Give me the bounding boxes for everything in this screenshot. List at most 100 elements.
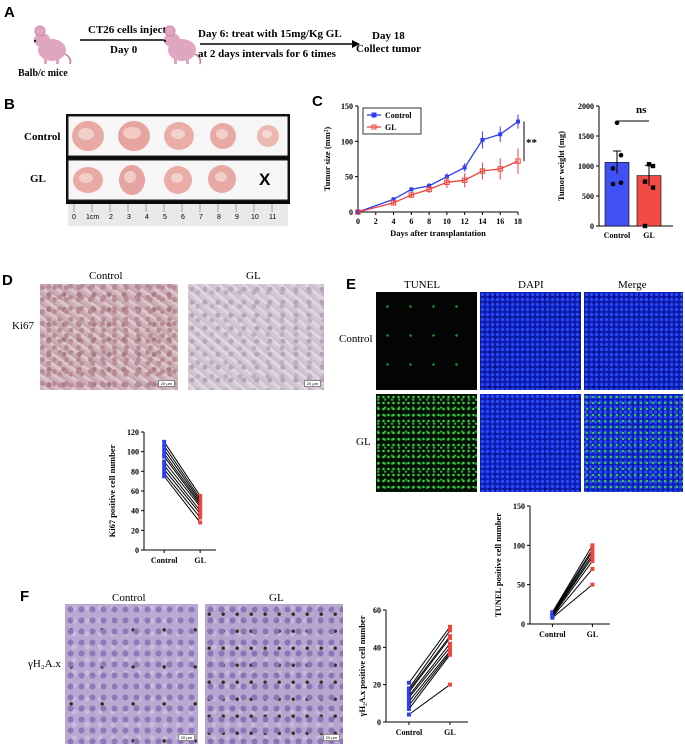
y-tick-label: 150: [513, 502, 525, 511]
y-axis-label: Ki67 positive cell number: [107, 444, 117, 537]
data-point-control: [480, 137, 485, 142]
x-tick-label: Control: [396, 728, 423, 737]
pair-line: [163, 449, 201, 502]
y-tick-label: 50: [517, 581, 525, 590]
y-tick-label: 0: [590, 222, 594, 231]
ki67-row-label: Ki67: [12, 320, 34, 332]
data-point: [610, 166, 616, 171]
data-point-gl: [447, 624, 452, 629]
tunel-col-dapi: DAPI: [518, 279, 544, 291]
ruler-num: 10: [251, 214, 259, 221]
tunel-gl-dapi-image: [480, 394, 581, 492]
y-tick-label: 0: [521, 620, 525, 629]
panel-a-letter: A: [4, 4, 15, 21]
data-point-control: [406, 680, 411, 685]
pair-line: [551, 545, 593, 613]
ruler-num: 9: [235, 214, 239, 221]
data-point-control: [462, 165, 467, 170]
tunel-col-merge: Merge: [618, 279, 647, 291]
ns-label: ns: [636, 104, 647, 116]
step2-top: Day 6: treat with 15mg/Kg GL: [198, 28, 342, 40]
x-tick-label: GL: [444, 728, 456, 737]
y-tick-label: 500: [582, 192, 594, 201]
data-point-control: [162, 471, 167, 476]
y-axis-label: Tumor weight (mg): [556, 131, 566, 201]
pair-line: [551, 556, 593, 616]
data-point-control: [162, 447, 167, 452]
legend-box: [362, 107, 422, 135]
scale-bar: 20 μm: [157, 380, 175, 387]
pair-line: [408, 643, 451, 697]
data-point-control: [162, 463, 167, 468]
tumor-size-chart: 0 50 100 150 0 2 4 6 8 10 12 14 16 18 Days after trans…: [322, 102, 525, 238]
data-point-gl: [355, 209, 361, 215]
ruler-num: 0: [72, 214, 76, 221]
panel-c-letter: C: [312, 93, 323, 110]
mouse-icon-1: [33, 25, 72, 65]
ruler-num: 6: [181, 214, 185, 221]
panel-f-letter: F: [20, 588, 30, 605]
tunel-control-dapi-image: [480, 292, 581, 390]
significance-mark: **: [526, 137, 537, 149]
y-tick-label: 0: [377, 718, 381, 727]
data-point-gl: [408, 192, 415, 198]
x-tick-label: 4: [392, 217, 396, 226]
data-point-gl: [426, 186, 432, 193]
y-tick-label: 100: [341, 137, 353, 146]
gh2ax-col-control: Control: [112, 592, 146, 604]
x-tick-label: GL: [587, 630, 599, 639]
data-point: [650, 185, 656, 190]
data-point-control: [162, 439, 167, 444]
data-point: [614, 120, 620, 126]
data-point-control: [409, 187, 414, 192]
ruler-num: 7: [199, 214, 203, 221]
pair-line: [163, 475, 201, 523]
mouse-label: Balb/c mice: [18, 68, 68, 79]
pair-line: [551, 549, 593, 614]
x-tick-label: 2: [374, 217, 378, 226]
data-point-gl: [390, 200, 397, 206]
ki67-gl-image: 20 μm: [188, 284, 324, 390]
data-point-gl: [447, 636, 452, 640]
panel-e-letter: E: [346, 276, 357, 293]
pair-line: [163, 465, 201, 511]
data-point-control: [162, 474, 167, 479]
y-tick-label: 2000: [578, 102, 594, 111]
tunel-control-merge-image: [584, 292, 683, 390]
pair-line: [408, 650, 451, 702]
tunel-col-tunel: TUNEL: [404, 279, 441, 291]
tumor-row-label-gl: GL: [30, 173, 46, 185]
pair-line: [408, 654, 451, 710]
y-tick-label: 100: [513, 541, 525, 550]
ruler-num: 3: [127, 214, 131, 221]
bar-gl: [636, 175, 662, 227]
tumor-weight-chart: 0 500 1000 1500 2000 Tumor weight (mg) Control…: [556, 102, 673, 240]
data-point: [618, 152, 624, 158]
pair-line: [408, 684, 451, 715]
x-tick-label: 12: [461, 217, 469, 226]
ki67-col-control: Control: [89, 270, 123, 282]
series-line-gl: [357, 160, 519, 213]
step1-top: CT26 cells inject: [88, 24, 167, 36]
data-point: [618, 180, 624, 186]
control-tumors: [72, 121, 279, 151]
pair-line: [551, 554, 593, 615]
x-tick-label: Control: [539, 630, 566, 639]
data-point-gl: [447, 628, 452, 633]
legend-marker: [371, 112, 377, 118]
data-point-gl: [198, 508, 203, 513]
x-tick-label: Control: [604, 231, 631, 240]
x-tick-label: 10: [443, 217, 451, 226]
data-point-control: [406, 695, 411, 700]
data-point: [650, 163, 656, 169]
ki67-chart: 0 20 40 60 80 100 120 Ki67 positive cell number…: [107, 428, 216, 565]
data-point-gl: [447, 682, 452, 687]
y-tick-label: 20: [373, 681, 381, 690]
data-point-control: [391, 197, 396, 202]
y-tick-label: 0: [349, 208, 353, 217]
y-axis-label: γH₂A.x positive cell number: [357, 615, 367, 717]
pair-line: [408, 652, 451, 706]
tunel-gl-merge-image: [584, 394, 683, 492]
data-point: [642, 179, 648, 184]
scale-bar: 20 μm: [322, 734, 340, 741]
